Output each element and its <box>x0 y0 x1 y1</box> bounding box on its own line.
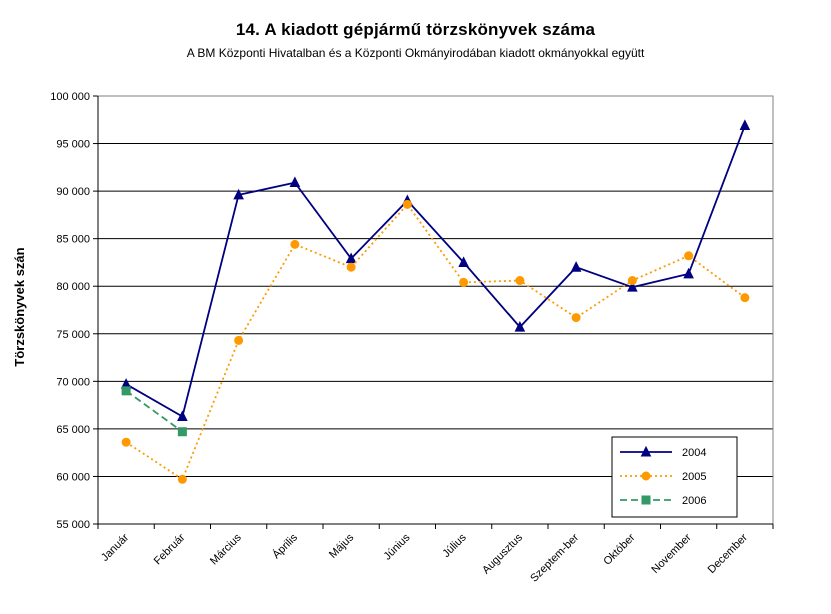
data-point <box>458 256 469 267</box>
y-axis-label: Törzskönyvek szán <box>12 247 27 366</box>
y-tick-label: 65 000 <box>56 424 90 436</box>
x-tick-label: Július <box>440 531 469 560</box>
legend-box <box>611 436 738 518</box>
data-point <box>640 445 652 457</box>
data-point <box>684 251 694 261</box>
data-point <box>740 293 750 303</box>
x-tick-label: Szeptem-ber <box>528 531 581 584</box>
y-tick-label: 70 000 <box>56 376 90 388</box>
y-tick-label: 90 000 <box>56 186 90 198</box>
data-point <box>177 410 188 422</box>
x-tick-label: Június <box>382 531 413 562</box>
y-tick-label: 85 000 <box>56 234 90 246</box>
legend-item: 2006 <box>620 495 706 507</box>
y-tick-labels: 55 000 60 000 65 000 70 000 75 000 80 000 85 0… <box>50 91 90 531</box>
series-line <box>125 202 746 481</box>
y-tick-label: 55 000 <box>56 519 90 531</box>
data-point <box>514 321 526 332</box>
data-point <box>121 437 131 447</box>
data-point <box>459 277 469 287</box>
legend-item: 2004 <box>620 445 706 459</box>
axes <box>93 95 774 529</box>
gridlines <box>98 95 773 477</box>
x-tick-labels: Január Február Március Április Május Június Jú… <box>99 531 750 585</box>
data-point <box>515 276 525 286</box>
data-point <box>177 474 187 484</box>
data-point <box>402 199 412 209</box>
x-tick-label: Március <box>208 531 244 567</box>
chart-subtitle: A BM Központi Hivatalban és a Központi O… <box>186 46 645 60</box>
x-tick-label: Január <box>99 531 132 564</box>
x-tick-label: December <box>706 531 751 576</box>
data-point <box>627 276 637 286</box>
data-point <box>571 313 581 323</box>
data-point <box>570 261 582 272</box>
series-2005 <box>121 199 750 484</box>
x-tick-label: Május <box>327 531 357 561</box>
data-point <box>290 239 300 249</box>
legend-label: 2006 <box>682 495 706 507</box>
data-point <box>177 427 187 437</box>
x-tick-label: Április <box>270 531 301 562</box>
x-tick-label: November <box>649 531 694 576</box>
y-tick-label: 95 000 <box>56 139 90 151</box>
chart-title: 14. A kiadott gépjármű törzskönyvek szám… <box>235 20 596 39</box>
y-tick-label: 75 000 <box>56 329 90 341</box>
legend-item: 2005 <box>620 471 706 483</box>
series-line <box>125 125 746 418</box>
data-point <box>627 281 638 292</box>
data-point <box>121 386 131 396</box>
x-tick-label: Augusztus <box>480 531 525 576</box>
data-point <box>739 119 751 130</box>
data-point <box>346 262 356 272</box>
legend-label: 2004 <box>682 447 706 459</box>
y-tick-label: 80 000 <box>56 281 90 293</box>
data-point <box>289 176 301 188</box>
y-tick-label: 60 000 <box>56 471 90 483</box>
series-lines <box>120 119 751 484</box>
y-tick-label: 100 000 <box>50 91 90 103</box>
data-point <box>345 252 357 264</box>
series-line <box>125 390 183 433</box>
legend-label: 2005 <box>682 471 706 483</box>
data-point <box>233 188 244 200</box>
data-point <box>641 471 651 481</box>
legend: 2004 2005 2006 <box>611 436 738 518</box>
data-point <box>234 335 244 345</box>
x-tick-label: Február <box>152 531 188 567</box>
x-tick-label: Október <box>601 531 637 567</box>
data-point <box>683 267 694 279</box>
series-2006 <box>121 386 187 437</box>
data-point <box>641 495 651 505</box>
